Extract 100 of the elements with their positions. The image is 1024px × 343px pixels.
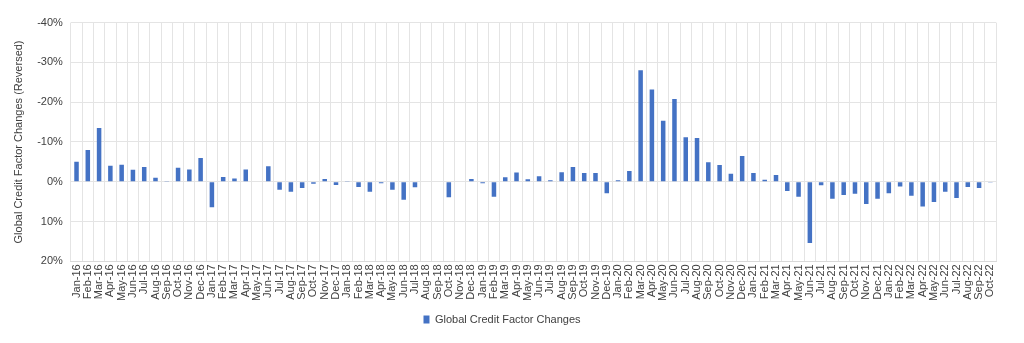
x-tick-label: Dec-16 [193,264,206,300]
bar [717,165,722,182]
x-tick-label: May-17 [250,264,263,302]
x-tick-label: Apr-19 [509,264,522,298]
bar [683,137,688,182]
bar [965,182,971,187]
bar [909,182,914,196]
x-tick-label: Sep-22 [972,264,985,300]
x-tick-label: Jan-22 [881,264,894,298]
x-tick-label: Nov-18 [453,264,466,300]
x-tick-label: Aug-19 [554,264,567,300]
bar [954,182,959,199]
x-tick-label: Sep-17 [295,264,308,300]
bar [266,166,271,182]
x-tick-label: Mar-22 [904,264,917,300]
y-tick-label: 10% [40,214,64,227]
bar [841,182,846,195]
x-tick-label: Jan-17 [204,264,217,298]
x-tick-label: May-21 [791,264,804,302]
bar [559,172,564,182]
bar [502,177,508,182]
x-tick-label: Jun-22 [938,264,951,298]
x-tick-label: Dec-20 [735,264,748,300]
bar [187,169,192,182]
x-tick-label: Nov-19 [588,264,601,300]
x-tick-label: Jul-20 [678,264,691,295]
bar [852,182,858,194]
bar [976,182,982,189]
bar [119,164,124,182]
x-tick-label: Oct-16 [171,264,184,298]
x-tick-label: Aug-16 [148,264,161,300]
bar [491,182,497,197]
y-tick-label: 20% [40,254,64,267]
x-tick-label: Aug-20 [690,264,703,300]
x-tick-label: Dec-19 [599,264,612,300]
y-tick-label: -40% [37,15,64,28]
bar [288,182,294,192]
x-tick-label: Dec-17 [329,264,342,300]
bar [897,182,903,187]
bar [299,182,305,189]
x-tick-label: Jul-19 [543,264,556,295]
y-tick-label: -30% [37,55,64,68]
x-tick-label: Feb-17 [216,264,229,300]
x-tick-label: Sep-21 [836,264,849,300]
x-tick-label: Jul-17 [272,264,285,295]
x-tick-label: Oct-19 [577,264,590,298]
bar [672,98,677,182]
x-tick-label: Feb-22 [893,264,906,300]
x-tick-label: Mar-18 [362,264,375,300]
bar [74,161,79,182]
x-tick-label: Feb-16 [80,264,93,300]
x-tick-label: May-20 [656,264,669,302]
x-tick-label: Jun-17 [261,264,274,298]
bar [638,70,643,182]
x-tick-label: Aug-18 [419,264,432,300]
x-tick-label: Feb-18 [351,264,364,300]
x-tick-label: Jul-18 [408,264,421,295]
x-tick-label: Apr-17 [238,264,251,298]
y-tick-label: -20% [37,95,64,108]
bar [920,182,925,207]
x-tick-label: Jul-21 [814,264,827,295]
x-tick-label: Oct-22 [983,264,996,298]
x-tick-label: Apr-22 [915,264,928,298]
bar [751,172,756,182]
x-tick-label: Jun-20 [667,264,680,298]
bar [356,182,361,187]
bar [469,178,474,182]
x-tick-label: Mar-20 [633,264,646,300]
bar [796,182,801,197]
y-axis-title: Global Credit Factor Changes (Reversed) [11,40,24,244]
x-tick-label: Mar-19 [498,264,511,300]
bar [627,171,632,182]
x-tick-label: Apr-18 [374,264,387,298]
x-tick-label: May-18 [385,264,398,302]
x-tick-label: Nov-20 [723,264,736,300]
bar [277,182,282,190]
x-tick-label: Aug-22 [960,264,973,300]
bar [322,178,327,182]
x-tick-label: Feb-21 [757,264,770,300]
x-tick-label: Apr-16 [103,264,116,298]
x-tick-label: Aug-17 [283,264,296,300]
bar [785,182,790,191]
y-tick-label: 0% [46,174,64,187]
x-tick-label: Jan-19 [475,264,488,298]
x-tick-label: Nov-17 [317,264,330,300]
bar [153,177,158,182]
x-tick-label: Aug-21 [825,264,838,300]
x-tick-label: Jun-18 [396,264,409,298]
x-tick-label: Dec-18 [464,264,477,300]
x-tick-label: Oct-21 [848,264,861,298]
bar [875,182,880,199]
x-tick-label: Mar-17 [227,264,240,300]
x-tick-label: Jan-16 [69,264,82,298]
x-tick-label: Nov-16 [182,264,195,300]
x-tick-label: Jul-22 [949,264,962,295]
x-tick-label: Jan-21 [746,264,759,298]
x-tick-label: Sep-18 [430,264,443,300]
x-tick-label: Feb-19 [486,264,499,300]
x-tick-label: Jun-19 [532,264,545,298]
x-tick-label: Nov-21 [859,264,872,300]
